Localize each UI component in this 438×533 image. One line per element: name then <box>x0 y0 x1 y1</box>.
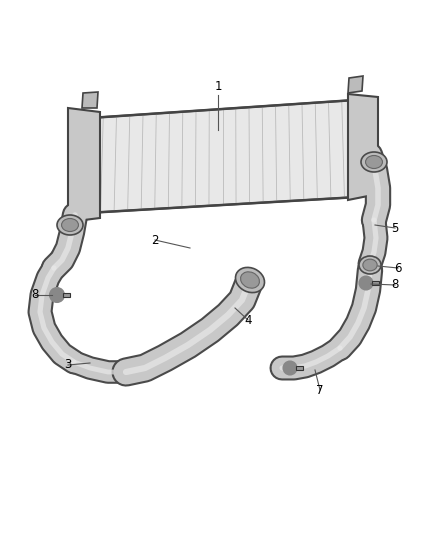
Ellipse shape <box>240 272 259 288</box>
Text: 8: 8 <box>391 279 399 292</box>
Polygon shape <box>348 76 363 93</box>
Text: 6: 6 <box>394 262 402 274</box>
Ellipse shape <box>363 259 377 271</box>
Ellipse shape <box>359 256 381 274</box>
Bar <box>371 281 378 285</box>
Circle shape <box>360 277 372 289</box>
Polygon shape <box>87 100 358 213</box>
Text: 7: 7 <box>316 384 324 397</box>
Text: 1: 1 <box>214 80 222 93</box>
Polygon shape <box>68 108 100 222</box>
Ellipse shape <box>361 152 387 172</box>
Circle shape <box>50 288 64 302</box>
Polygon shape <box>82 92 98 108</box>
Polygon shape <box>348 94 378 200</box>
Ellipse shape <box>62 219 78 231</box>
Text: 8: 8 <box>31 288 39 302</box>
Circle shape <box>283 361 297 375</box>
Text: 2: 2 <box>151 233 159 246</box>
Ellipse shape <box>366 156 382 168</box>
Bar <box>296 366 303 370</box>
Ellipse shape <box>57 215 83 235</box>
Ellipse shape <box>236 268 265 293</box>
Text: 4: 4 <box>244 313 252 327</box>
Text: 3: 3 <box>64 359 72 372</box>
Text: 5: 5 <box>391 222 399 235</box>
Bar <box>63 293 70 297</box>
